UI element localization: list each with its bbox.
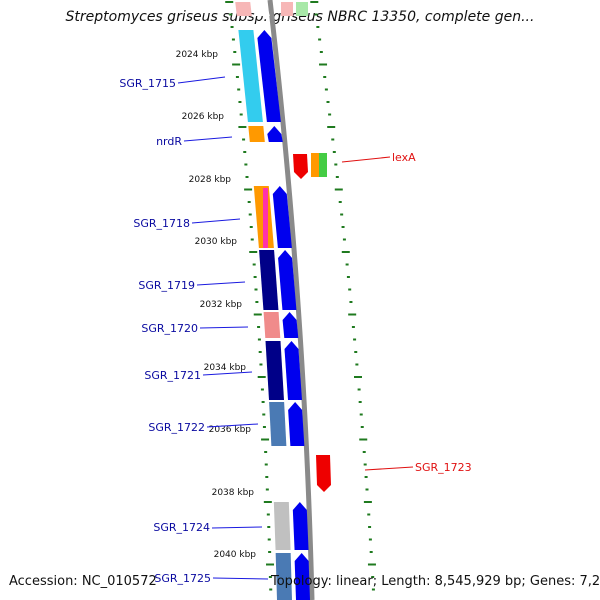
leader-line [206, 423, 259, 428]
gene-label-sgr-1723[interactable]: SGR_1723 [415, 461, 472, 474]
gene-arrow [294, 553, 310, 600]
gene-arrow [257, 30, 281, 122]
gene-label-sgr-1718[interactable]: SGR_1718 [133, 217, 190, 230]
gene-block [275, 553, 292, 600]
gene-label-sgr-1724[interactable]: SGR_1724 [153, 521, 210, 534]
gene-block [259, 250, 279, 310]
gene-label-lexa[interactable]: lexA [392, 151, 416, 164]
leader-line [211, 526, 263, 529]
gene-label-nrdr[interactable]: nrdR [156, 135, 182, 148]
gene-block [248, 126, 265, 142]
gene-block [263, 312, 281, 338]
gene-block [273, 502, 291, 550]
topology-text: Topology: linear; Length: 8,545,929 bp; … [271, 574, 600, 589]
leader-line [183, 136, 233, 142]
gene-arrow [254, 2, 270, 16]
gene-block [311, 153, 319, 177]
gene-accent [281, 2, 293, 16]
chromosome-backbone [267, 0, 315, 600]
gene-arrow-sgr-1723 [316, 455, 331, 492]
ruler-label: 2030 kbp [195, 237, 238, 247]
gene-label-sgr-1719[interactable]: SGR_1719 [138, 279, 195, 292]
gene-accent [263, 188, 268, 248]
leader-line [191, 218, 241, 224]
ruler-label: 2038 kbp [212, 488, 255, 498]
gene-label-sgr-1720[interactable]: SGR_1720 [141, 322, 198, 335]
ruler-labels: 2024 kbp 2026 kbp 2028 kbp 2030 kbp 2032… [176, 50, 257, 560]
leader-line [202, 371, 253, 376]
leader-line [177, 76, 226, 84]
gene-labels[interactable]: SGR_1715 nrdR SGR_1718 SGR_1719 SGR_1720… [119, 77, 471, 585]
gene-block [269, 402, 287, 446]
ruler-label: 2026 kbp [182, 112, 225, 122]
gene-block [238, 30, 263, 122]
leader-line [364, 466, 414, 471]
leader-line [212, 577, 269, 580]
leader-line [199, 326, 249, 329]
page-title: Streptomyces griseus subsp. griseus NBRC… [65, 9, 535, 25]
gene-arrow-lexa [293, 154, 308, 179]
ruler-label: 2036 kbp [209, 425, 252, 435]
ruler-label: 2032 kbp [200, 300, 243, 310]
leader-line [341, 156, 391, 163]
gene-arrow [292, 502, 309, 550]
gene-block [265, 341, 284, 400]
gene-block [235, 2, 252, 16]
gene-arrow [278, 250, 297, 310]
gene-block [319, 153, 327, 177]
gene-label-sgr-1715[interactable]: SGR_1715 [119, 77, 176, 90]
gene-arrow [267, 126, 283, 142]
ruler-label: 2028 kbp [189, 175, 232, 185]
label-leaders [177, 76, 414, 580]
ruler-label: 2024 kbp [176, 50, 219, 60]
accession-text: Accession: NC_010572 [9, 574, 157, 589]
gene-arrow [272, 186, 292, 248]
gene-label-sgr-1725[interactable]: SGR_1725 [154, 572, 211, 585]
gene-arrow [284, 341, 302, 400]
gene-label-sgr-1722[interactable]: SGR_1722 [148, 421, 205, 434]
backbone-line [267, 0, 315, 600]
gene-arrow [282, 312, 299, 338]
gene-arrow [288, 402, 305, 446]
gene-accent [296, 2, 308, 16]
ruler-label: 2034 kbp [204, 363, 247, 373]
leader-line [196, 281, 246, 286]
gene-label-sgr-1721[interactable]: SGR_1721 [144, 369, 201, 382]
ruler-label: 2040 kbp [214, 550, 257, 560]
tick-marks [225, 1, 376, 591]
gene-features[interactable] [235, 2, 331, 600]
